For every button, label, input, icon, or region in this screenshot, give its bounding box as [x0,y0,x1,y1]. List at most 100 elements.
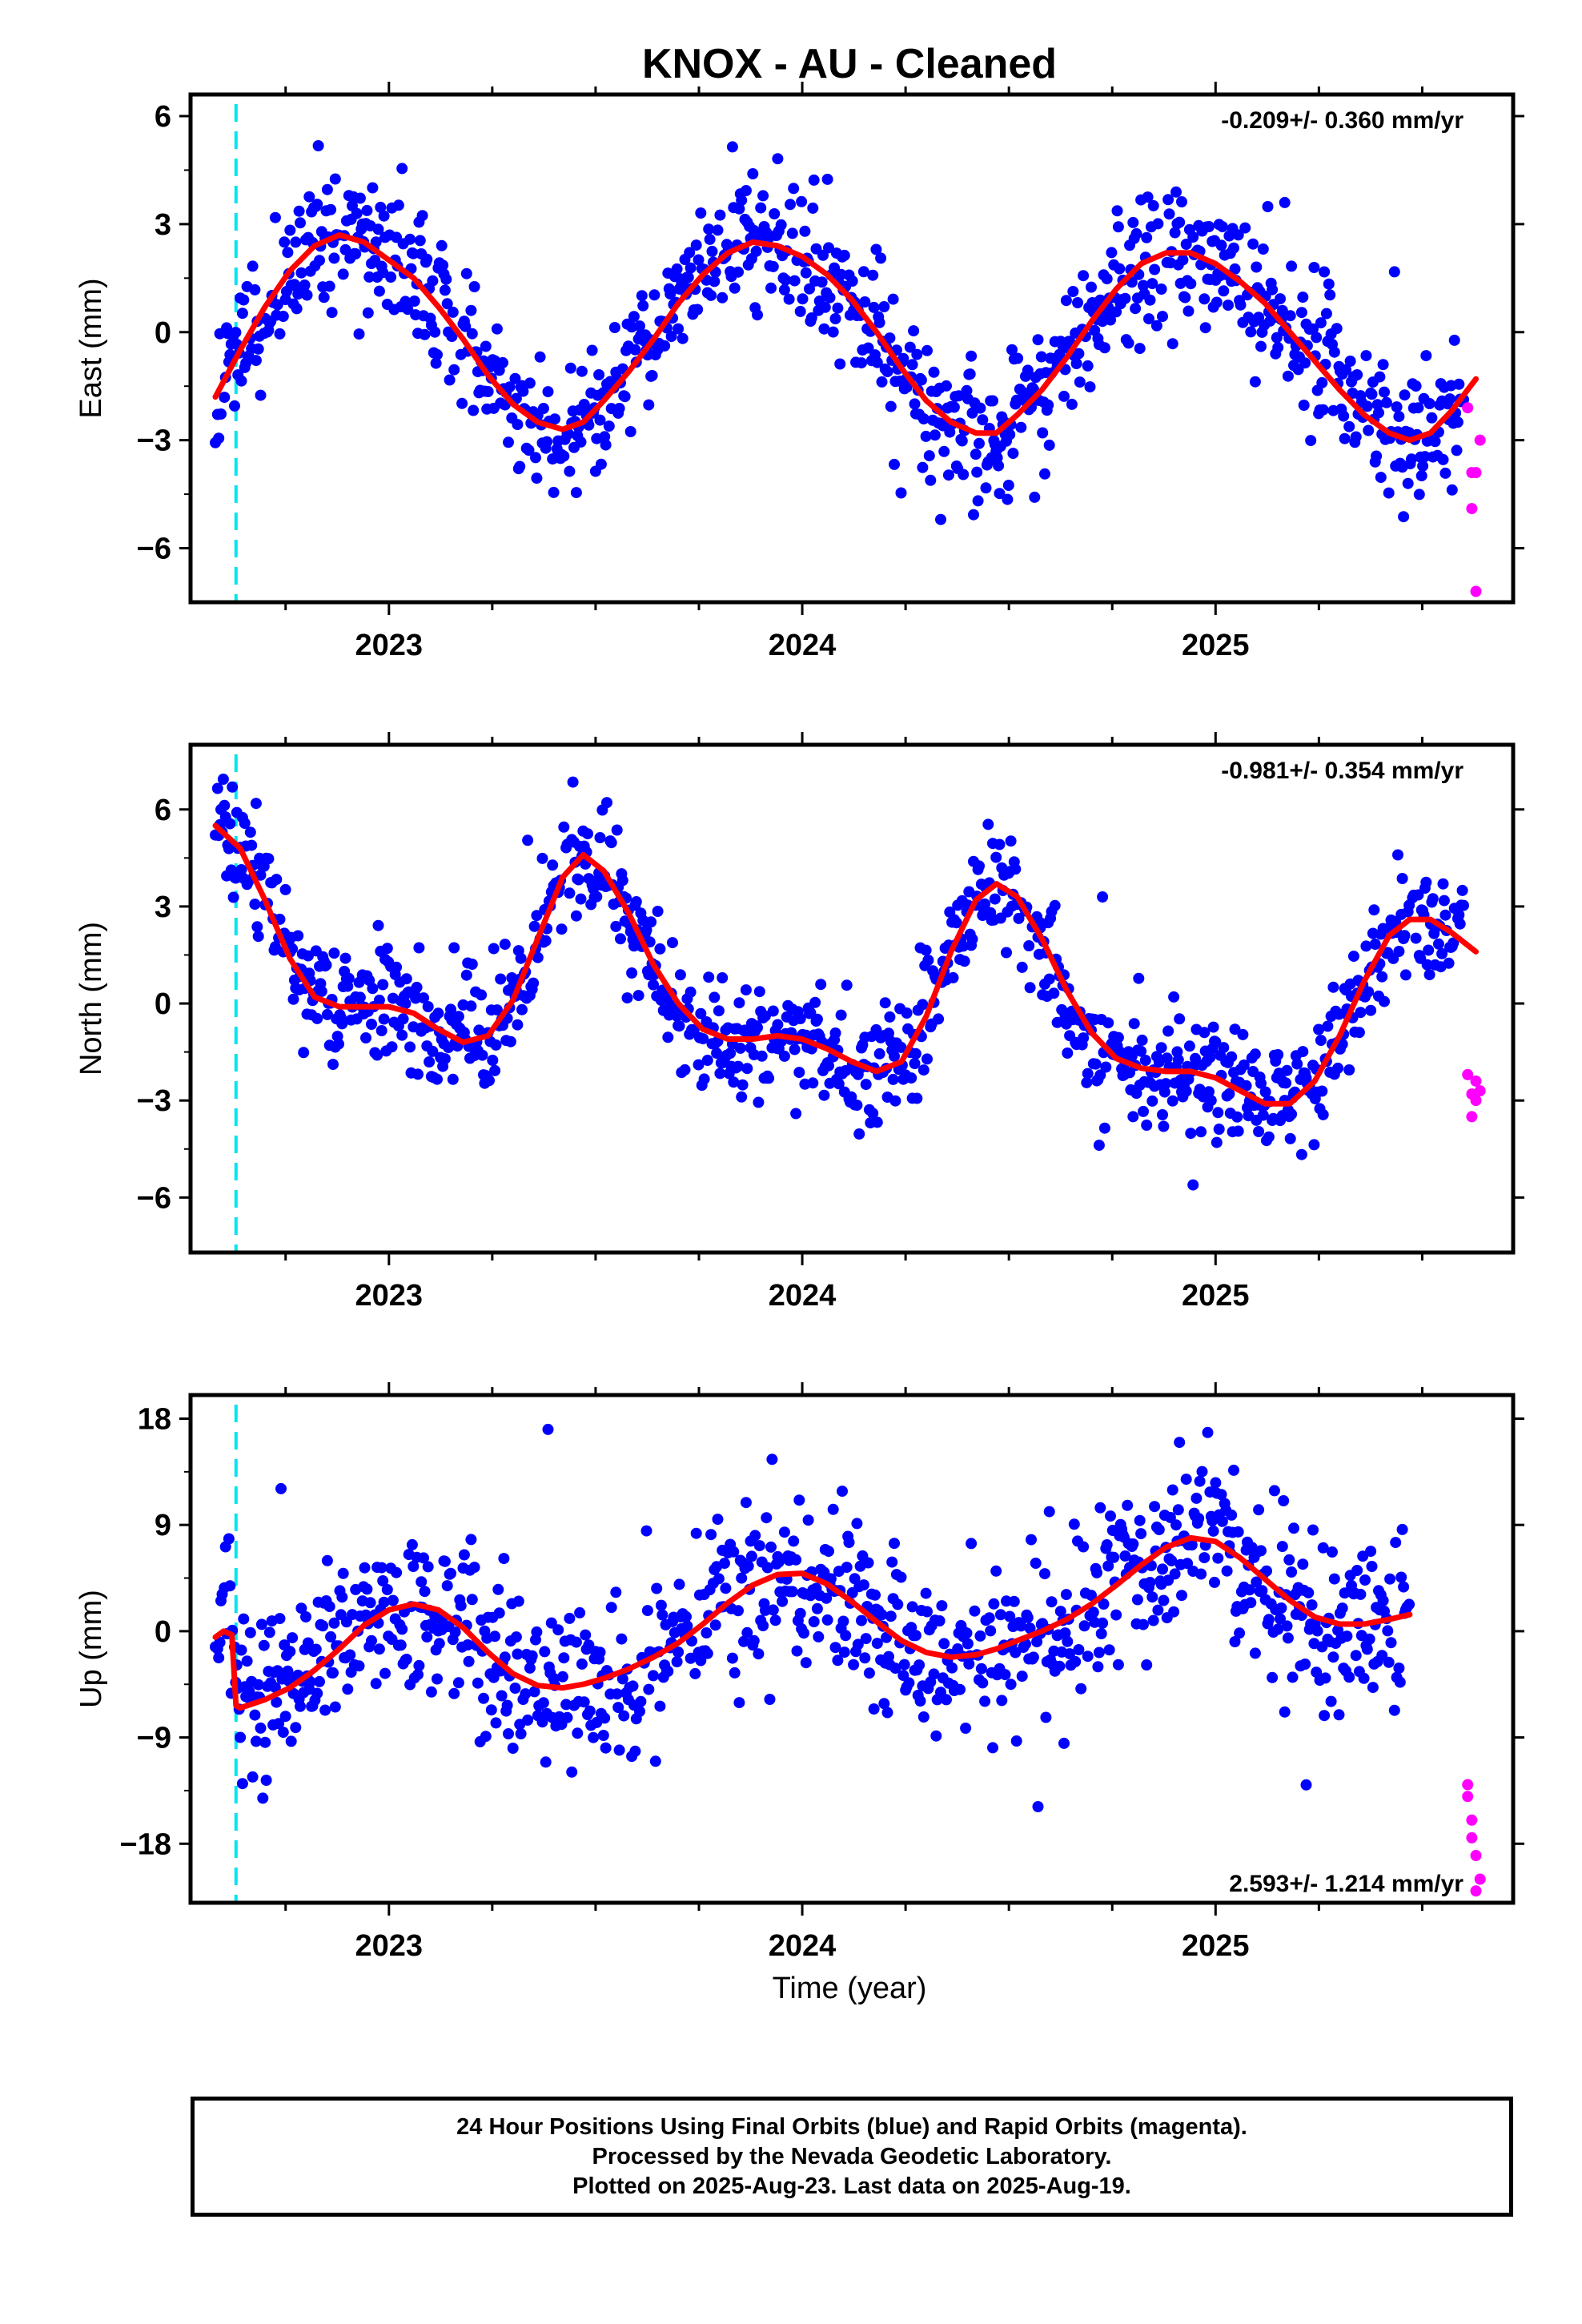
final-orbit-point [813,1630,825,1642]
final-orbit-point [460,320,472,332]
final-orbit-point [823,1059,834,1072]
final-orbit-point [1392,849,1403,861]
rapid-orbit-point [1466,467,1478,479]
final-orbit-point [361,1583,373,1595]
final-orbit-point [914,1695,926,1707]
final-orbit-point [895,1041,907,1053]
final-orbit-point [537,403,549,414]
final-orbit-point [501,1699,513,1711]
final-orbit-point [235,864,247,875]
y-axis-label: North (mm) [74,922,108,1076]
rapid-orbit-point [1466,1111,1478,1123]
final-orbit-point [911,348,923,360]
final-orbit-point [747,168,759,179]
final-orbit-point [1078,1541,1090,1553]
final-orbit-point [1445,0,1456,6]
rapid-orbit-point [1470,1885,1482,1897]
final-orbit-point [418,1552,429,1564]
final-orbit-point [1157,311,1168,323]
final-orbit-point [662,1031,674,1043]
final-orbit-point [867,269,879,281]
final-orbit-point [456,397,468,409]
rapid-orbit-point [1466,1831,1478,1844]
final-orbit-point [873,1047,885,1059]
final-orbit-point [862,342,874,354]
final-orbit-point [1363,1633,1375,1645]
final-orbit-point [752,309,763,321]
final-orbit-point [375,1025,387,1036]
final-orbit-point [974,1630,986,1642]
final-orbit-point [532,951,544,963]
final-orbit-point [706,245,718,257]
final-orbit-point [397,1013,409,1025]
final-orbit-point [515,1728,527,1739]
final-orbit-point [1176,196,1187,207]
final-orbit-point [1388,266,1400,278]
rapid-orbit-point [1462,1791,1474,1803]
final-orbit-point [1437,878,1449,890]
final-orbit-point [618,1710,630,1722]
final-orbit-point [489,1064,501,1076]
y-tick-label: 6 [155,100,171,134]
final-orbit-point [1147,1614,1159,1626]
final-orbit-point [709,1619,721,1631]
final-orbit-point [1297,1558,1309,1570]
final-orbit-point [1369,939,1381,950]
final-orbit-point [279,236,291,248]
final-orbit-point [1286,1108,1298,1120]
final-orbit-point [1420,876,1432,888]
final-orbit-point [1437,453,1449,465]
final-orbit-point [1162,1025,1174,1037]
final-orbit-point [1398,511,1410,523]
final-orbit-point [616,875,628,887]
final-orbit-point [246,839,258,851]
final-orbit-point [1172,1054,1184,1066]
final-orbit-point [1262,201,1274,212]
final-orbit-point [1211,1136,1223,1148]
final-orbit-point [1043,1506,1055,1518]
final-orbit-point [302,1637,314,1649]
final-orbit-point [736,195,748,207]
final-orbit-point [224,818,236,830]
final-orbit-point [985,1625,997,1637]
final-orbit-point [807,202,819,214]
final-orbit-point [1082,1651,1094,1663]
y-tick-label: 18 [138,1402,171,1436]
final-orbit-point [247,260,259,272]
final-orbit-point [740,185,752,196]
final-orbit-point [1360,350,1372,362]
final-orbit-point [310,1643,322,1655]
final-orbit-point [411,981,423,993]
final-orbit-point [811,1602,823,1614]
final-orbit-point [1135,1528,1147,1540]
model-fit-line [212,1534,1413,1711]
final-orbit-point [1427,893,1439,905]
final-orbit-point [446,331,458,343]
final-orbit-point [915,374,927,386]
final-orbit-point [713,1573,725,1585]
final-orbit-point [495,973,507,985]
final-orbit-point [1172,1504,1184,1516]
final-orbit-point [1215,1489,1227,1501]
final-orbit-point [1059,1627,1071,1639]
final-orbit-point [504,1035,516,1047]
final-orbit-point [1127,216,1139,228]
final-orbit-point [1022,1611,1034,1623]
final-orbit-point [761,1562,773,1574]
final-orbit-point [616,1633,628,1645]
final-orbit-point [440,273,452,285]
final-orbit-point [685,262,697,274]
final-orbit-point [230,327,242,339]
final-orbit-point [558,1652,570,1664]
final-orbit-point [889,458,900,470]
final-orbit-point [808,1616,820,1627]
final-orbit-point [703,971,715,983]
rapid-orbit-point [1462,1779,1474,1791]
final-orbit-point [1024,982,1036,994]
final-orbit-point [977,1677,989,1689]
final-orbit-point [717,292,729,304]
final-orbit-point [1185,278,1197,290]
final-orbit-point [1395,1571,1407,1583]
final-orbit-point [236,308,248,320]
final-orbit-point [279,1711,291,1723]
